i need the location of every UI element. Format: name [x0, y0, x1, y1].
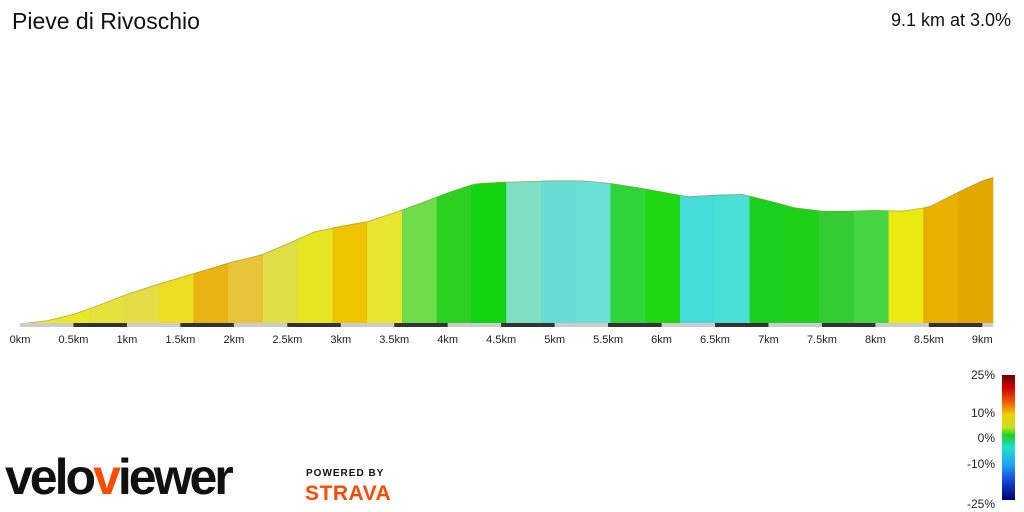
profile-segment — [158, 273, 195, 325]
profile-segment — [332, 221, 368, 325]
x-tick-label: 8km — [865, 334, 886, 346]
profile-segment — [957, 177, 994, 325]
x-tick-label: 8.5km — [914, 334, 944, 346]
x-tick-label: 4.5km — [486, 334, 516, 346]
km-bar — [715, 323, 769, 327]
profile-segment — [923, 191, 959, 325]
strava-logo: STRAVA — [305, 482, 392, 505]
x-tick-label: 3.5km — [379, 334, 409, 346]
profile-segment — [610, 183, 646, 325]
profile-segment — [401, 196, 438, 325]
legend-label: -25% — [967, 497, 995, 511]
km-bar — [73, 323, 127, 327]
x-tick-label: 2.5km — [272, 334, 302, 346]
x-tick-label: 9km — [972, 334, 993, 346]
profile-segment — [645, 188, 681, 325]
x-tick-label: 1.5km — [165, 334, 195, 346]
x-tick-label: 4km — [437, 334, 458, 346]
km-bar — [394, 323, 448, 327]
x-axis-tick-labels: 0km 0.5km 1km 1.5km 2km 2.5km 3km 3.5km 4km 4.5km… — [10, 334, 993, 346]
km-bar — [608, 323, 662, 327]
profile-segment — [367, 209, 403, 325]
segment-summary: 9.1 km at 3.0% — [890, 10, 1011, 30]
profile-segment — [575, 180, 612, 325]
legend-label: 10% — [971, 406, 995, 420]
km-bar — [501, 323, 555, 327]
profile-segment — [714, 194, 751, 325]
x-tick-label: 7.5km — [807, 334, 837, 346]
x-tick-label: 5.5km — [593, 334, 623, 346]
x-tick-label: 5km — [544, 334, 565, 346]
profile-segment — [888, 207, 924, 325]
profile-segment — [818, 210, 855, 325]
x-tick-label: 6km — [651, 334, 672, 346]
km-bar — [180, 323, 234, 327]
profile-area-group — [19, 177, 994, 325]
km-bar — [928, 323, 983, 327]
profile-segment — [749, 195, 785, 325]
gradient-legend-bar — [1002, 375, 1015, 500]
segment-title: Pieve di Rivoschio — [12, 8, 200, 34]
x-tick-label: 0.5km — [58, 334, 88, 346]
x-tick-label: 1km — [117, 334, 138, 346]
profile-segment — [679, 194, 716, 325]
legend-label: 25% — [971, 368, 995, 382]
veloviewer-logo: veloviewer — [5, 449, 234, 505]
x-tick-label: 0km — [10, 334, 31, 346]
profile-segment — [540, 180, 577, 325]
gradient-legend-labels: 25% 10% 0% -10% -25% — [967, 368, 995, 511]
profile-segment — [853, 210, 890, 325]
powered-by-label: POWERED BY — [306, 468, 385, 479]
km-marker-bars — [73, 323, 983, 327]
profile-segment — [297, 227, 334, 325]
profile-segment — [471, 181, 507, 325]
profile-segment — [89, 294, 125, 325]
legend-label: -10% — [967, 457, 995, 471]
x-tick-label: 7km — [758, 334, 779, 346]
profile-segment — [784, 204, 820, 325]
x-tick-label: 6.5km — [700, 334, 730, 346]
profile-segment — [228, 253, 264, 325]
km-bar — [821, 323, 876, 327]
profile-segment — [436, 184, 473, 325]
profile-outline — [19, 177, 994, 325]
km-bar — [287, 323, 341, 327]
x-tick-label: 2km — [223, 334, 244, 346]
profile-segment — [506, 180, 542, 325]
legend-label: 0% — [978, 431, 996, 445]
x-tick-label: 3km — [330, 334, 351, 346]
gradient-legend — [1002, 375, 1015, 500]
